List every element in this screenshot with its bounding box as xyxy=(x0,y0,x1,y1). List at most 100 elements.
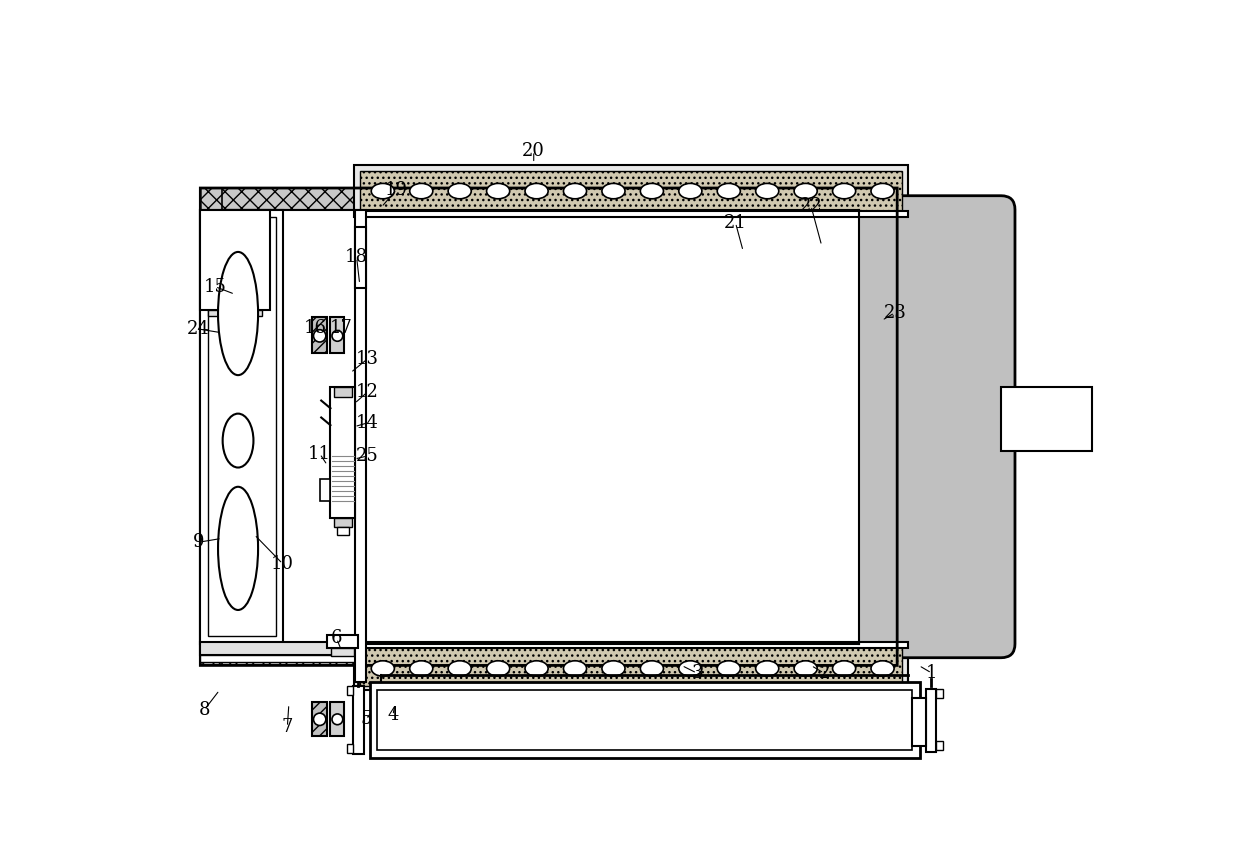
Bar xyxy=(201,654,361,662)
Ellipse shape xyxy=(871,183,895,199)
Bar xyxy=(359,646,902,686)
Ellipse shape xyxy=(602,660,624,676)
Ellipse shape xyxy=(525,660,548,676)
Bar xyxy=(378,690,912,750)
Bar xyxy=(222,209,897,644)
Ellipse shape xyxy=(756,660,779,676)
Ellipse shape xyxy=(313,713,326,726)
Bar xyxy=(331,648,354,656)
Text: 12: 12 xyxy=(356,383,379,401)
Bar xyxy=(937,740,943,750)
Bar xyxy=(333,387,352,398)
Bar xyxy=(353,686,363,754)
Text: 19: 19 xyxy=(385,181,408,199)
Text: 11: 11 xyxy=(309,444,331,462)
Bar xyxy=(1001,387,1092,451)
Ellipse shape xyxy=(564,183,586,199)
Bar xyxy=(333,517,352,527)
Text: 13: 13 xyxy=(356,350,379,368)
Ellipse shape xyxy=(487,660,509,676)
Bar xyxy=(353,211,908,217)
Text: 22: 22 xyxy=(799,196,823,214)
Ellipse shape xyxy=(218,252,258,375)
Ellipse shape xyxy=(717,183,741,199)
Bar xyxy=(356,226,366,288)
Ellipse shape xyxy=(679,660,701,676)
Bar xyxy=(353,642,908,690)
Text: 4: 4 xyxy=(387,707,399,724)
Bar xyxy=(201,644,897,666)
Bar xyxy=(331,318,344,353)
Ellipse shape xyxy=(871,660,895,676)
Bar xyxy=(208,217,276,636)
Ellipse shape xyxy=(410,660,432,676)
Text: 10: 10 xyxy=(271,554,294,573)
Text: 20: 20 xyxy=(523,142,545,160)
Bar xyxy=(331,387,356,517)
Ellipse shape xyxy=(410,183,432,199)
Text: 9: 9 xyxy=(193,533,204,551)
Bar xyxy=(356,209,366,683)
Ellipse shape xyxy=(372,183,394,199)
Text: 14: 14 xyxy=(356,414,379,432)
Ellipse shape xyxy=(223,413,254,468)
Ellipse shape xyxy=(756,183,779,199)
Bar xyxy=(201,209,270,310)
Text: 7: 7 xyxy=(281,718,292,736)
Text: 25: 25 xyxy=(356,447,379,465)
Bar xyxy=(222,209,859,644)
Text: 5: 5 xyxy=(361,710,372,728)
Bar xyxy=(201,188,897,209)
Ellipse shape xyxy=(332,714,343,725)
Ellipse shape xyxy=(449,660,471,676)
Bar xyxy=(347,744,353,753)
Ellipse shape xyxy=(794,660,818,676)
Text: 1: 1 xyxy=(926,664,938,682)
Bar xyxy=(201,188,222,666)
FancyBboxPatch shape xyxy=(852,195,1015,658)
Text: 17: 17 xyxy=(330,319,353,338)
Bar xyxy=(347,686,353,696)
Text: 24: 24 xyxy=(187,320,209,338)
Text: 21: 21 xyxy=(724,214,747,232)
Text: 3: 3 xyxy=(691,664,703,682)
Ellipse shape xyxy=(794,183,818,199)
Text: 23: 23 xyxy=(883,304,906,322)
Bar xyxy=(208,310,261,316)
Bar xyxy=(320,479,331,500)
Ellipse shape xyxy=(679,183,701,199)
Ellipse shape xyxy=(602,183,624,199)
Text: 18: 18 xyxy=(346,248,368,266)
Ellipse shape xyxy=(525,183,548,199)
Ellipse shape xyxy=(833,660,856,676)
Text: 16: 16 xyxy=(304,319,327,338)
Bar xyxy=(353,642,908,648)
Ellipse shape xyxy=(218,486,258,610)
Text: 2: 2 xyxy=(818,664,830,682)
Bar xyxy=(926,689,937,752)
Text: 15: 15 xyxy=(203,277,227,295)
Bar xyxy=(937,689,943,697)
Ellipse shape xyxy=(332,331,343,341)
Ellipse shape xyxy=(564,660,586,676)
Bar xyxy=(201,209,284,644)
Bar xyxy=(327,635,358,648)
Ellipse shape xyxy=(833,183,856,199)
Bar xyxy=(912,697,926,746)
Bar xyxy=(359,171,902,211)
Bar xyxy=(369,683,919,758)
Ellipse shape xyxy=(717,660,741,676)
Bar xyxy=(331,703,344,736)
Bar xyxy=(201,642,361,654)
Text: 8: 8 xyxy=(198,701,209,719)
Ellipse shape xyxy=(313,330,326,342)
Ellipse shape xyxy=(487,183,509,199)
Bar xyxy=(312,703,327,736)
Bar xyxy=(353,165,908,220)
Bar xyxy=(312,318,327,353)
Ellipse shape xyxy=(372,660,394,676)
Ellipse shape xyxy=(449,183,471,199)
Bar xyxy=(337,527,349,535)
Ellipse shape xyxy=(641,660,663,676)
Text: 6: 6 xyxy=(331,629,342,647)
